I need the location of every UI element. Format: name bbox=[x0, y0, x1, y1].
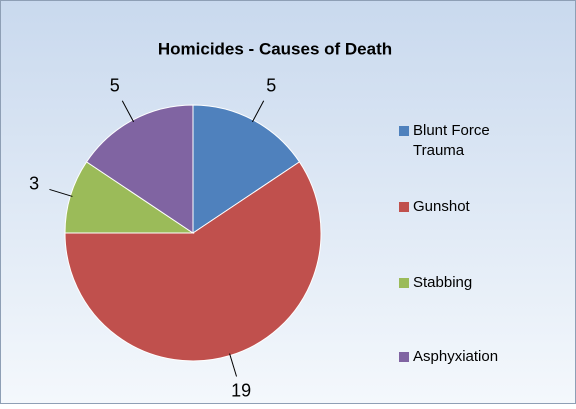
legend-label: Blunt Force Trauma bbox=[413, 122, 490, 159]
legend-swatch bbox=[399, 352, 409, 362]
legend-swatch bbox=[399, 126, 409, 136]
data-label: 5 bbox=[110, 75, 120, 95]
leader-line bbox=[251, 100, 265, 123]
data-label: 3 bbox=[29, 174, 39, 194]
leader-line bbox=[121, 100, 135, 123]
data-label: 5 bbox=[266, 75, 276, 95]
leader-line bbox=[49, 188, 73, 197]
chart-title: Homicides - Causes of Death bbox=[158, 39, 392, 58]
legend-label: Asphyxiation bbox=[413, 348, 498, 365]
leader-line bbox=[229, 353, 238, 377]
legend-label: Gunshot bbox=[413, 198, 471, 215]
legend-label: Stabbing bbox=[413, 274, 472, 291]
legend-swatch bbox=[399, 202, 409, 212]
data-label: 19 bbox=[231, 381, 251, 401]
legend-swatch bbox=[399, 278, 409, 288]
